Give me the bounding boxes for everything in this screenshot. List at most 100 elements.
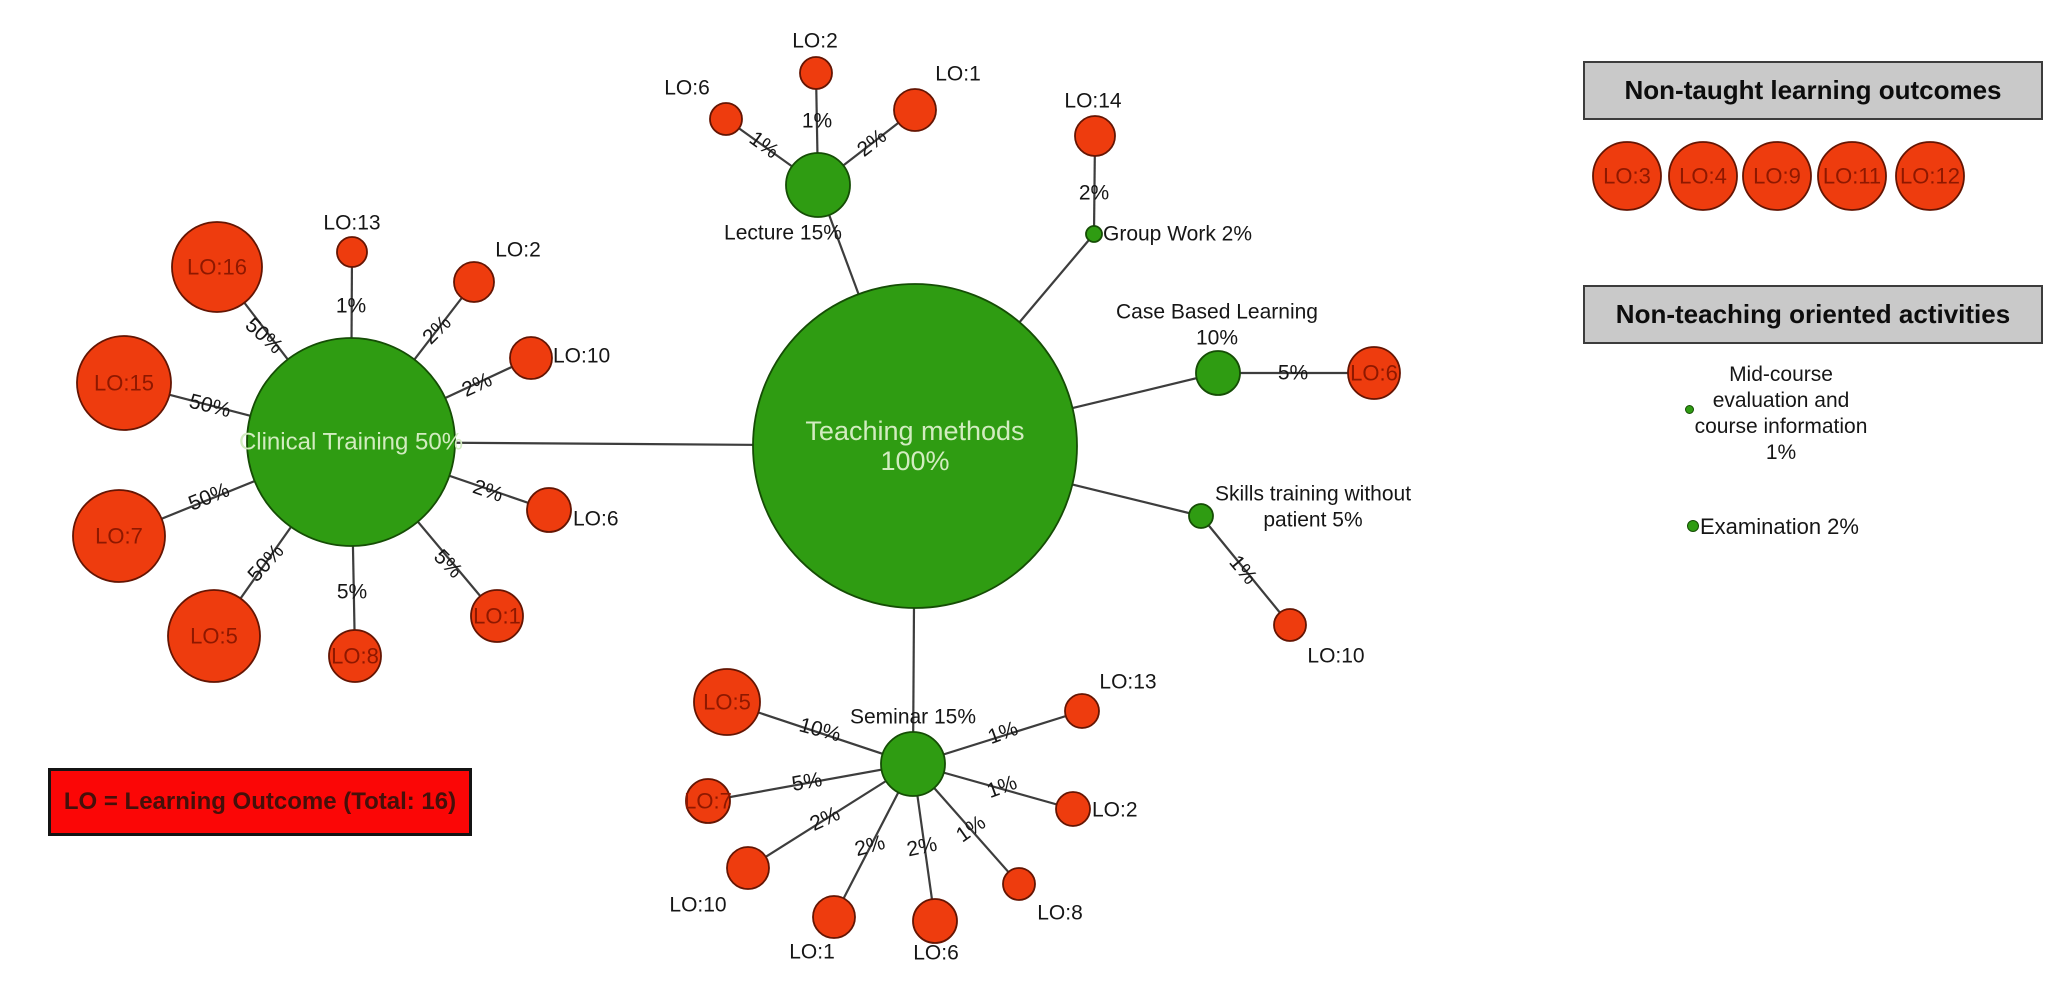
edge-label-clinical-cli-lo2: 2% [418, 311, 456, 349]
node-sk-lo10 [1273, 608, 1307, 642]
examination-dot [1687, 520, 1699, 532]
node-cbl-lo6 [1347, 346, 1401, 400]
label-lec-lo2: LO:2 [792, 30, 838, 53]
edge-label-seminar-sem-lo8: 1% [952, 811, 990, 847]
lo-legend-text: LO = Learning Outcome (Total: 16) [63, 788, 457, 815]
node-seminar [880, 731, 946, 797]
non-taught-circle-LO:3 [1592, 141, 1662, 211]
mid-course-line-3: course information [1694, 415, 1868, 438]
node-cbl-lo6-inner-label: LO:6 [1350, 361, 1398, 386]
label-seminar: Seminar 15% [850, 706, 976, 729]
edge-label-seminar-sem-lo2: 1% [984, 771, 1020, 803]
node-sem-lo7-inner-label: LO:7 [684, 789, 732, 814]
node-lec-lo1 [893, 88, 937, 132]
non-taught-label-LO:11: LO:11 [1823, 164, 1881, 189]
non-taught-circle-LO:12 [1895, 141, 1965, 211]
edge-label-seminar-sem-lo1: 2% [852, 831, 887, 861]
node-cli-lo5-inner-label: LO:5 [190, 624, 238, 649]
edge-label-clinical-cli-lo16: 50% [241, 313, 288, 358]
mid-course-line-2: evaluation and [1712, 389, 1850, 412]
node-cli-lo8 [328, 629, 382, 683]
node-sem-lo1 [812, 895, 856, 939]
node-cli-lo7 [72, 489, 166, 583]
label-cli-lo6: LO:6 [573, 508, 619, 531]
node-cli-lo1 [470, 589, 524, 643]
node-sem-lo8 [1002, 867, 1036, 901]
edge-label-seminar-sem-lo5: 10% [797, 713, 844, 746]
edge-label-seminar-sem-lo7: 5% [790, 768, 824, 796]
non-taught-circle-LO:9 [1742, 141, 1812, 211]
node-cli-lo6 [526, 487, 572, 533]
non-taught-learning-outcomes-header: Non-taught learning outcomes [1583, 61, 2043, 120]
node-sem-lo10 [726, 846, 770, 890]
node-lec-lo2 [799, 56, 833, 90]
label-cbl: 10% [1196, 327, 1238, 350]
label-sem-lo10: LO:10 [669, 894, 726, 917]
label-sk-lo10: LO:10 [1307, 645, 1364, 668]
node-sem-lo7 [685, 778, 731, 824]
node-sem-lo2 [1055, 791, 1091, 827]
edge-label-lecture-lec-lo1: 2% [853, 125, 891, 162]
edge-label-seminar-sem-lo6: 2% [905, 833, 939, 862]
label-cli-lo2: LO:2 [495, 239, 541, 262]
lo-legend-box: LO = Learning Outcome (Total: 16) [48, 768, 472, 836]
edge-skills-sk-lo10 [1200, 515, 1291, 626]
edge-label-clinical-cli-lo8: 5% [337, 581, 367, 604]
label-sem-lo6: LO:6 [913, 942, 959, 965]
label-groupwork: Group Work 2% [1103, 223, 1252, 246]
node-sem-lo5-inner-label: LO:5 [703, 690, 751, 715]
label-cbl: Case Based Learning [1116, 301, 1318, 324]
label-skills: patient 5% [1263, 509, 1362, 532]
node-cli-lo13 [336, 236, 368, 268]
node-cli-lo10 [509, 336, 553, 380]
node-groupwork [1085, 225, 1103, 243]
non-taught-label-LO:9: LO:9 [1753, 164, 1801, 189]
node-cli-lo15 [76, 335, 172, 431]
edge-label-clinical-cli-lo1: 5% [429, 545, 467, 583]
label-skills: Skills training without [1215, 483, 1411, 506]
node-gw-lo14 [1074, 115, 1116, 157]
node-cli-lo16-inner-label: LO:16 [187, 255, 247, 280]
label-gw-lo14: LO:14 [1064, 90, 1122, 113]
node-cli-lo15-inner-label: LO:15 [94, 371, 154, 396]
node-skills [1188, 503, 1214, 529]
edge-label-seminar-sem-lo13: 1% [985, 717, 1021, 749]
edge-label-clinical-cli-lo15: 50% [187, 390, 233, 422]
node-lec-lo6 [709, 102, 743, 136]
non-taught-label-LO:3: LO:3 [1603, 164, 1651, 189]
edge-label-clinical-cli-lo6: 2% [470, 475, 506, 507]
label-lec-lo6: LO:6 [664, 77, 710, 100]
non-taught-circle-LO:4 [1668, 141, 1738, 211]
non-taught-circle-LO:11 [1817, 141, 1887, 211]
label-sem-lo1: LO:1 [789, 941, 835, 964]
node-clinical-inner-label: Clinical Training 50% [239, 429, 463, 456]
label-cli-lo10: LO:10 [553, 345, 610, 368]
edge-label-groupwork-gw-lo14: 2% [1079, 182, 1109, 205]
label-cli-lo13: LO:13 [323, 212, 380, 235]
label-sem-lo13: LO:13 [1099, 671, 1156, 694]
node-teaching-inner-label: Teaching methods [805, 416, 1024, 446]
node-sem-lo13 [1064, 693, 1100, 729]
edge-label-seminar-sem-lo10: 2% [806, 802, 843, 836]
label-sem-lo8: LO:8 [1037, 902, 1083, 925]
edge-label-clinical-cli-lo7: 50% [185, 478, 233, 515]
node-clinical [246, 337, 456, 547]
edge-label-lecture-lec-lo2: 1% [802, 110, 832, 133]
node-cli-lo16 [171, 221, 263, 313]
edge-label-clinical-cli-lo10: 2% [458, 368, 495, 402]
node-cli-lo5 [167, 589, 261, 683]
node-cbl [1195, 350, 1241, 396]
label-lecture: Lecture 15% [724, 222, 842, 245]
non-taught-label-LO:12: LO:12 [1900, 164, 1960, 189]
mid-course-evaluation-dot [1685, 405, 1694, 414]
node-cli-lo8-inner-label: LO:8 [331, 644, 379, 669]
edge-label-clinical-cli-lo13: 1% [336, 295, 366, 318]
node-teaching [752, 283, 1078, 609]
mid-course-line-1: Mid-course [1729, 363, 1833, 386]
node-cli-lo7-inner-label: LO:7 [95, 524, 143, 549]
node-cli-lo1-inner-label: LO:1 [473, 604, 521, 629]
node-sem-lo5 [693, 668, 761, 736]
edge-label-lecture-lec-lo6: 1% [745, 127, 783, 163]
